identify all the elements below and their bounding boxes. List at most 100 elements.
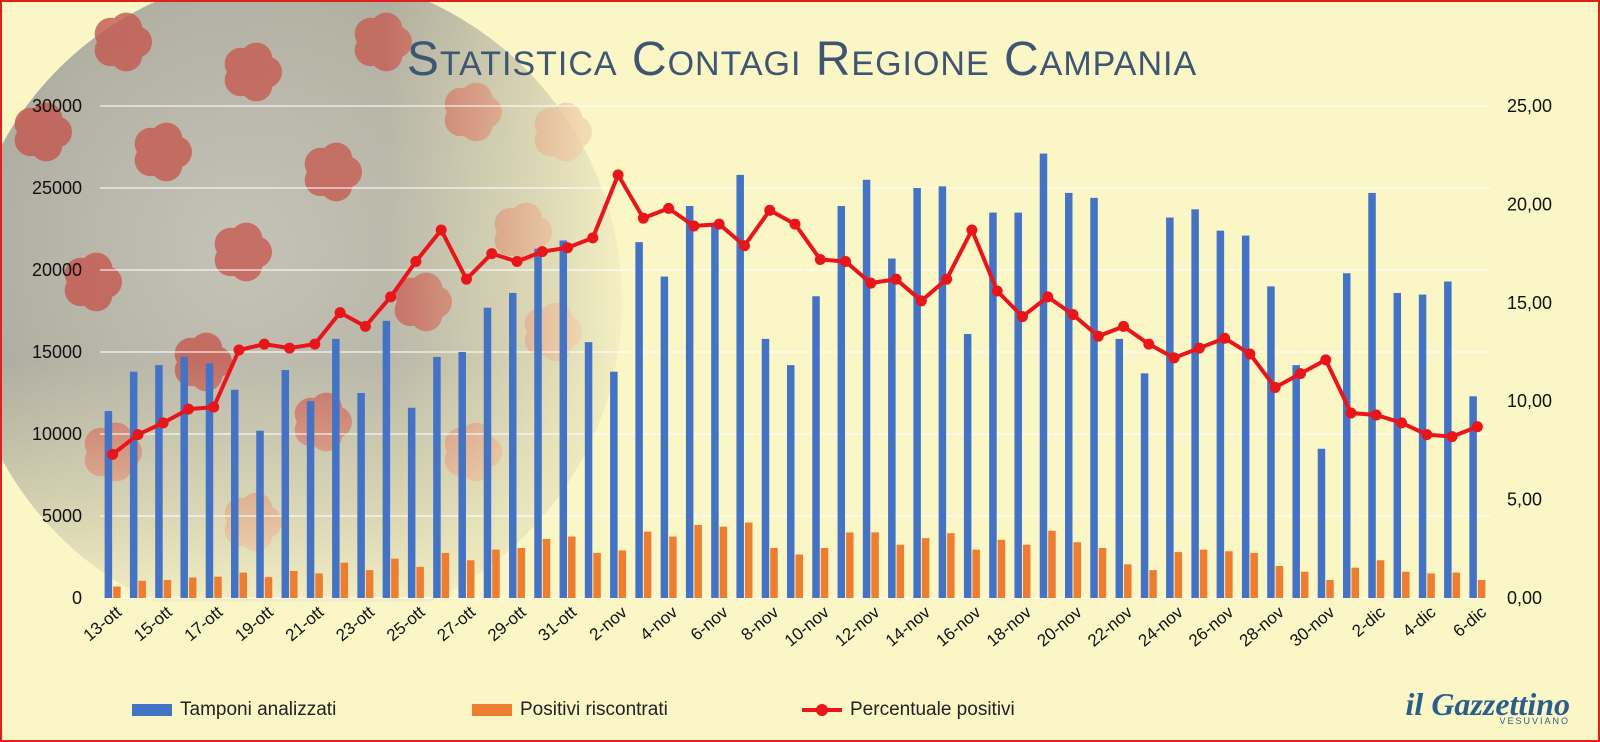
bar-positivi [1452,572,1461,598]
x-tick-label: 25-ott [383,602,429,645]
bar-tamponi [357,393,365,598]
bar-positivi [492,549,500,598]
bar-positivi [1376,560,1385,598]
logo-main-text: il Gazzettino [1405,686,1570,722]
bar-positivi [264,577,273,598]
point-percentuale [713,218,725,230]
x-tick-label: 30-nov [1286,602,1338,650]
y-left-tick-label: 0 [72,588,82,608]
bar-tamponi [888,258,896,598]
bar-positivi [239,572,247,598]
bar-positivi [1073,542,1081,598]
bar-positivi [744,522,753,598]
bar-positivi [290,570,298,598]
bar-positivi [593,552,601,598]
bar-tamponi [534,248,542,598]
x-tick-label: 14-nov [882,602,934,650]
x-tick-label: 26-nov [1185,602,1237,650]
bar-tamponi [1090,197,1098,598]
point-percentuale [1471,421,1483,433]
bar-tamponi [1191,209,1199,598]
point-percentuale [865,277,877,289]
bar-tamponi [1292,365,1300,598]
y-right-tick-label: 5,00 [1507,490,1542,510]
point-percentuale [385,291,397,303]
x-tick-label: 6-dic [1449,602,1490,641]
bar-tamponi [382,320,391,598]
x-tick-label: 8-nov [738,602,783,644]
bar-positivi [391,558,399,598]
bar-tamponi [559,240,568,599]
point-percentuale [511,255,523,267]
bar-tamponi [256,430,264,598]
x-tick-label: 27-ott [434,602,480,645]
logo-sub-text: VESUVIANO [1499,716,1570,726]
bar-tamponi [1267,286,1275,598]
bar-positivi [1351,567,1359,598]
bar-positivi [517,547,525,598]
point-percentuale [688,220,700,232]
bar-positivi [719,526,728,598]
point-percentuale [738,240,750,252]
point-percentuale [1269,381,1281,393]
y-right-tick-label: 10,00 [1507,391,1552,411]
bar-positivi [1326,579,1334,598]
bar-positivi [340,562,349,598]
point-percentuale [208,401,220,413]
point-percentuale [663,202,675,214]
point-percentuale [1396,417,1408,429]
x-tick-label: 18-nov [983,602,1035,650]
bar-tamponi [685,206,694,599]
legend-label: Percentuale positivi [850,699,1015,720]
point-percentuale [233,344,245,356]
bar-tamponi [433,356,441,598]
bar-positivi [1174,552,1183,598]
point-percentuale [486,248,498,260]
y-left-tick-label: 20000 [32,260,82,280]
bar-positivi [1048,530,1056,598]
bar-tamponi [989,212,997,598]
bar-tamponi [407,407,416,598]
point-percentuale [840,255,852,267]
x-tick-label: 4-dic [1399,602,1440,641]
bar-tamponi [938,186,947,599]
point-percentuale [1320,354,1332,366]
x-tick-label: 28-nov [1236,602,1288,650]
point-percentuale [107,448,119,460]
bar-tamponi [104,411,113,598]
x-tick-label: 21-ott [282,602,328,645]
point-percentuale [258,338,270,350]
point-percentuale [562,242,574,254]
point-percentuale [1421,429,1433,441]
bar-positivi [163,579,172,598]
bar-positivi [1098,547,1107,598]
gazzettino-logo: il Gazzettino VESUVIANO [1406,688,1570,726]
bar-tamponi [1368,192,1376,599]
bar-positivi [138,580,146,598]
point-percentuale [536,246,548,258]
bar-tamponi [1065,192,1073,599]
x-tick-label: 2-dic [1348,602,1389,641]
bar-tamponi [1343,273,1351,598]
bar-positivi [643,531,652,598]
x-tick-label: 17-ott [181,602,227,645]
bar-tamponi [155,365,163,598]
bar-tamponi [1115,338,1124,598]
point-percentuale [789,218,801,230]
point-percentuale [1193,342,1205,354]
x-tick-label: 6-nov [687,602,732,644]
bar-tamponi [332,338,340,598]
legend-swatch-orange [472,704,512,716]
y-left-tick-label: 30000 [32,96,82,116]
point-percentuale [1294,368,1306,380]
x-tick-label: 31-ott [535,602,581,645]
point-percentuale [764,204,776,216]
bar-positivi [466,560,475,598]
bar-positivi [1250,552,1258,598]
point-percentuale [1118,320,1130,332]
x-tick-label: 15-ott [130,602,176,645]
y-right-tick-label: 25,00 [1507,96,1552,116]
bar-positivi [1022,544,1031,598]
point-percentuale [435,224,447,236]
bar-tamponi [787,365,795,598]
